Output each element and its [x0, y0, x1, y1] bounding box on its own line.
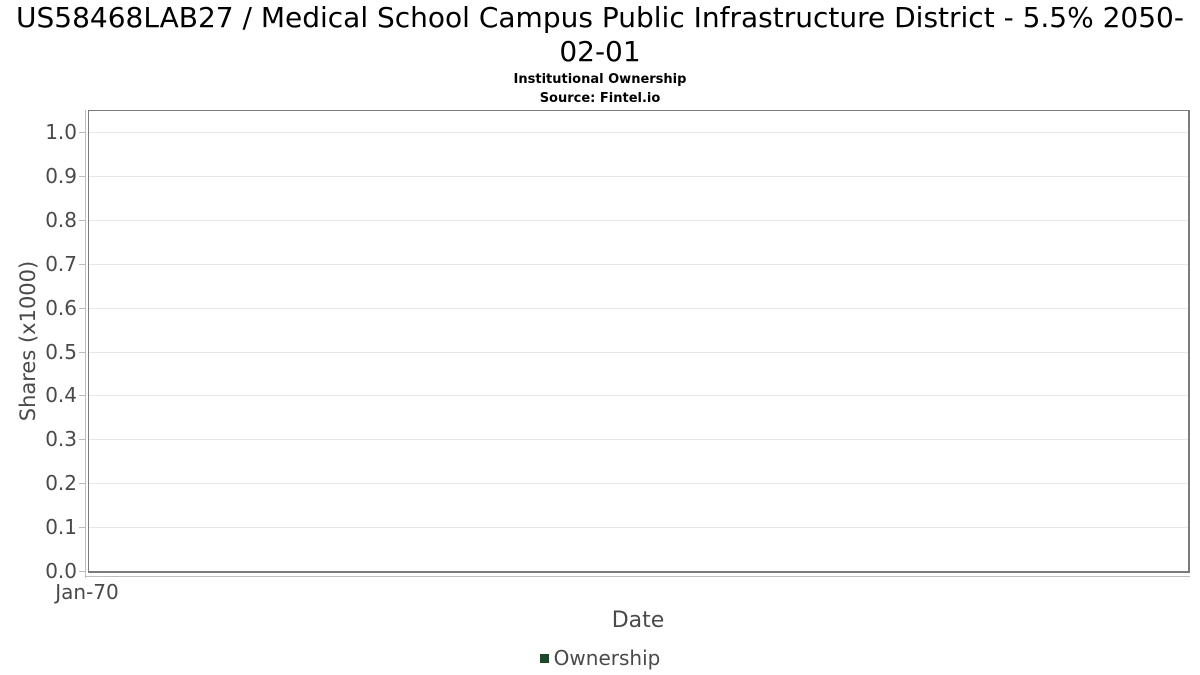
- y-tick-label: 0.4: [45, 383, 77, 407]
- gridline: [89, 132, 1188, 133]
- gridline: [89, 527, 1188, 528]
- gridline: [89, 483, 1188, 484]
- legend: Ownership: [0, 645, 1200, 671]
- gridline: [89, 352, 1188, 353]
- gridline: [89, 176, 1188, 177]
- y-tick-mark: [79, 132, 85, 133]
- y-tick-mark: [79, 176, 85, 177]
- gridline: [89, 395, 1188, 396]
- gridline: [89, 264, 1188, 265]
- y-tick-label: 0.6: [45, 296, 77, 320]
- x-axis-label: Date: [611, 608, 665, 633]
- x-axis-line: [85, 576, 1190, 577]
- y-tick-label: 0.0: [45, 559, 77, 583]
- y-tick-mark: [79, 352, 85, 353]
- y-tick-label: 0.8: [45, 208, 77, 232]
- gridline: [89, 308, 1188, 309]
- legend-label-ownership: Ownership: [553, 646, 661, 670]
- y-tick-label: 0.5: [45, 340, 77, 364]
- y-tick-mark: [79, 308, 85, 309]
- y-tick-label: 1.0: [45, 120, 77, 144]
- y-tick-mark: [79, 264, 85, 265]
- y-tick-label: 0.9: [45, 164, 77, 188]
- chart-subtitle: Institutional Ownership: [513, 72, 687, 87]
- y-tick-label: 0.2: [45, 471, 77, 495]
- legend-swatch-ownership: [539, 653, 549, 663]
- x-tick-label: Jan-70: [55, 580, 119, 604]
- y-tick-label: 0.1: [45, 515, 77, 539]
- plot-area: [88, 110, 1190, 573]
- chart-source-label: Source: Fintel.io: [539, 91, 661, 106]
- gridline: [89, 439, 1188, 440]
- y-tick-label: 0.3: [45, 427, 77, 451]
- y-tick-mark: [79, 483, 85, 484]
- y-tick-mark: [79, 527, 85, 528]
- y-tick-label: 0.7: [45, 252, 77, 276]
- y-axis-line: [85, 110, 86, 578]
- y-tick-mark: [79, 395, 85, 396]
- y-tick-mark: [79, 571, 85, 572]
- chart-title: US58468LAB27 / Medical School Campus Pub…: [16, 1, 1184, 68]
- y-tick-mark: [79, 439, 85, 440]
- y-tick-mark: [79, 220, 85, 221]
- gridline: [89, 220, 1188, 221]
